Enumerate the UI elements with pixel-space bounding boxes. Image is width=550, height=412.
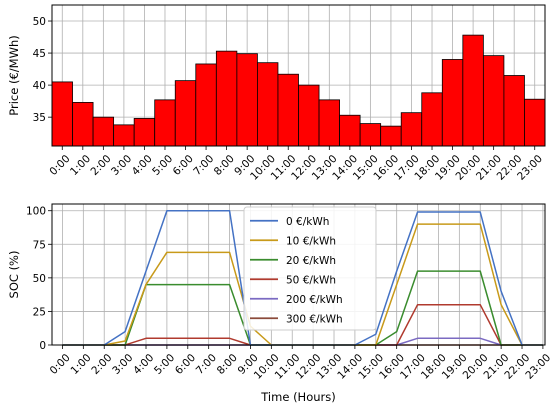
legend-entry-label: 10 €/kWh bbox=[286, 235, 336, 247]
price-x-tick-label: 4:00 bbox=[130, 153, 155, 178]
price-x-tick-label: 3:00 bbox=[109, 153, 134, 178]
price-bar bbox=[318, 99, 340, 147]
soc-x-tick-label: 6:00 bbox=[173, 352, 198, 377]
price-y-tick-label: 40 bbox=[33, 80, 46, 92]
soc-y-tick-label: 100 bbox=[26, 206, 46, 218]
price-y-tick-label: 35 bbox=[33, 112, 46, 124]
legend-entry-label: 0 €/kWh bbox=[286, 216, 329, 228]
soc-y-axis-label: SOC (%) bbox=[7, 251, 21, 299]
legend-entry-label: 200 €/kWh bbox=[286, 294, 343, 306]
price-x-tick-label: 6:00 bbox=[171, 153, 196, 178]
price-bar bbox=[482, 55, 505, 147]
price-bar bbox=[462, 34, 484, 147]
price-bar bbox=[339, 114, 361, 147]
soc-x-tick-label: 8:00 bbox=[215, 352, 240, 377]
soc-chart: 0 25 50 75 100 0:001:002:003:004:005:006:007… bbox=[7, 203, 550, 404]
price-bar bbox=[133, 118, 156, 147]
soc-x-tick-label: 4:00 bbox=[131, 352, 156, 377]
price-plot-frame bbox=[51, 4, 546, 147]
soc-y-tick-label: 75 bbox=[33, 239, 46, 251]
soc-legend: 0 €/kWh 10 €/kWh 20 €/kWh 50 €/kWh 200 €/kWh… bbox=[243, 206, 377, 331]
price-bar bbox=[72, 102, 94, 147]
legend-entry-label: 300 €/kWh bbox=[286, 313, 343, 325]
price-chart: 35 40 45 50 0:001:002:003:004:005:006:007:0… bbox=[7, 4, 546, 183]
soc-y-tick-label: 50 bbox=[33, 273, 46, 285]
price-bar bbox=[257, 62, 279, 147]
price-y-tick-label: 50 bbox=[33, 16, 46, 28]
price-y-axis-label: Price (€/MWh) bbox=[7, 35, 21, 115]
price-bar bbox=[154, 99, 176, 147]
legend-entry-label: 50 €/kWh bbox=[286, 274, 336, 286]
price-x-tick-label: 7:00 bbox=[191, 153, 216, 178]
price-bar bbox=[380, 125, 402, 147]
soc-y-tick-label: 25 bbox=[33, 306, 46, 318]
price-bar bbox=[441, 59, 464, 147]
soc-x-tick-label: 1:00 bbox=[68, 352, 93, 377]
price-bar bbox=[195, 63, 217, 147]
soc-x-tick-label: 3:00 bbox=[110, 352, 135, 377]
price-bar bbox=[421, 92, 443, 147]
soc-x-axis-label: Time (Hours) bbox=[260, 390, 335, 404]
price-bar bbox=[359, 123, 382, 147]
price-bar bbox=[524, 98, 546, 147]
price-bar bbox=[51, 81, 73, 147]
price-bar bbox=[92, 116, 115, 147]
price-x-ticks: 0:001:002:003:004:005:006:007:008:009:00… bbox=[47, 146, 545, 183]
price-bar bbox=[400, 112, 423, 147]
price-bar bbox=[503, 75, 525, 147]
price-bar bbox=[113, 124, 135, 147]
soc-plot-frame bbox=[51, 203, 546, 346]
price-y-ticks: 35 40 45 50 bbox=[33, 16, 52, 124]
price-bar bbox=[215, 50, 238, 147]
soc-y-ticks: 0 25 50 75 100 bbox=[26, 206, 52, 352]
price-y-tick-label: 45 bbox=[33, 48, 46, 60]
legend-entry-label: 20 €/kWh bbox=[286, 255, 336, 267]
soc-x-tick-label: 7:00 bbox=[194, 352, 219, 377]
price-x-tick-label: 2:00 bbox=[89, 153, 114, 178]
soc-x-tick-label: 0:00 bbox=[48, 352, 73, 377]
price-x-tick-label: 5:00 bbox=[150, 153, 175, 178]
price-bar bbox=[298, 84, 320, 147]
price-bar bbox=[174, 80, 197, 147]
price-x-tick-label: 8:00 bbox=[212, 153, 237, 178]
price-bar bbox=[277, 73, 299, 147]
price-x-tick-label: 0:00 bbox=[47, 153, 72, 178]
soc-x-tick-label: 2:00 bbox=[89, 352, 114, 377]
price-bars bbox=[51, 34, 546, 147]
soc-x-ticks: 0:001:002:003:004:005:006:007:008:009:00… bbox=[48, 345, 550, 382]
soc-x-tick-label: 5:00 bbox=[152, 352, 177, 377]
soc-y-tick-label: 0 bbox=[39, 340, 46, 352]
price-x-tick-label: 1:00 bbox=[68, 153, 93, 178]
price-bar bbox=[236, 53, 258, 147]
